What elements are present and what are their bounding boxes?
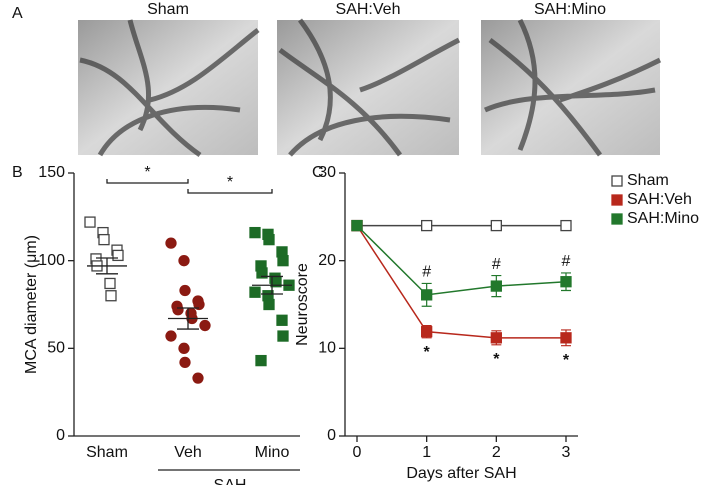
data-point bbox=[276, 314, 288, 326]
image-sah-mino bbox=[481, 18, 662, 157]
y-tick-label: 100 bbox=[38, 252, 65, 269]
sem-bar bbox=[177, 307, 199, 330]
legend-label: SAH:Mino bbox=[627, 210, 699, 227]
data-point bbox=[249, 286, 261, 298]
data-point bbox=[84, 216, 96, 228]
data-point bbox=[490, 332, 502, 344]
data-point bbox=[263, 298, 275, 311]
annotation: * bbox=[493, 351, 500, 368]
panel-label: A bbox=[12, 5, 23, 22]
data-point bbox=[421, 289, 433, 301]
data-point bbox=[256, 267, 268, 279]
data-point bbox=[179, 284, 191, 297]
series-line bbox=[356, 225, 566, 339]
data-point bbox=[192, 372, 204, 384]
legend-marker bbox=[611, 194, 623, 206]
significance-bracket bbox=[187, 189, 273, 194]
data-point bbox=[165, 237, 177, 249]
data-point bbox=[560, 276, 572, 288]
x-tick-label: Sham bbox=[86, 444, 128, 461]
sem-bar bbox=[96, 257, 118, 275]
series-line bbox=[356, 225, 567, 296]
y-tick-label: 150 bbox=[38, 164, 65, 181]
data-point bbox=[249, 226, 261, 239]
data-point bbox=[179, 356, 191, 369]
x-tick-label: 2 bbox=[492, 444, 501, 461]
data-point bbox=[112, 249, 124, 262]
data-point bbox=[199, 319, 211, 332]
annotation: * bbox=[424, 344, 431, 361]
image-caption: SAH:Mino bbox=[534, 1, 606, 18]
data-point bbox=[421, 326, 433, 338]
y-tick-label: 50 bbox=[47, 340, 65, 357]
panel-label: C bbox=[312, 164, 324, 181]
data-point bbox=[104, 277, 116, 290]
image-sham bbox=[78, 19, 260, 158]
x-tick-label: 3 bbox=[562, 444, 571, 461]
sem-bar bbox=[261, 275, 283, 295]
data-point bbox=[165, 330, 177, 342]
y-axis-label: Neuroscore bbox=[294, 263, 311, 346]
y-tick-label: 0 bbox=[327, 427, 336, 444]
data-point bbox=[490, 219, 502, 232]
panel-label: B bbox=[12, 164, 23, 181]
x-tick-label: Veh bbox=[174, 444, 202, 461]
data-point bbox=[277, 255, 289, 267]
data-point bbox=[263, 233, 275, 246]
image-caption: SAH:Veh bbox=[336, 1, 401, 18]
significance-star: * bbox=[144, 164, 150, 181]
image-sah-veh bbox=[277, 18, 461, 157]
legend-marker bbox=[611, 175, 623, 187]
data-point bbox=[277, 330, 289, 342]
data-point bbox=[98, 233, 110, 246]
significance-bracket bbox=[106, 179, 189, 184]
y-tick-label: 10 bbox=[318, 340, 336, 357]
legend-label: Sham bbox=[627, 172, 669, 189]
y-axis-label: MCA diameter (μm) bbox=[23, 235, 40, 374]
data-point bbox=[421, 219, 433, 232]
y-tick-label: 20 bbox=[318, 252, 336, 269]
annotation: # bbox=[562, 253, 571, 270]
data-point bbox=[255, 354, 267, 367]
x-tick-label: Mino bbox=[255, 444, 290, 461]
x-tick-label: 0 bbox=[353, 444, 362, 461]
group-label: SAH bbox=[214, 477, 247, 485]
legend-label: SAH:Veh bbox=[627, 191, 692, 208]
data-point bbox=[560, 219, 572, 232]
data-point bbox=[178, 342, 190, 354]
data-point bbox=[490, 280, 502, 292]
x-tick-label: 1 bbox=[422, 444, 431, 461]
y-tick-label: 30 bbox=[318, 164, 336, 181]
data-point bbox=[193, 298, 205, 311]
legend-marker bbox=[611, 213, 623, 225]
x-axis-label: Days after SAH bbox=[406, 465, 516, 482]
data-point bbox=[351, 219, 363, 232]
annotation: * bbox=[563, 352, 570, 369]
data-point bbox=[105, 290, 117, 302]
y-tick-label: 0 bbox=[56, 427, 65, 444]
annotation: # bbox=[422, 264, 431, 281]
data-point bbox=[560, 332, 572, 344]
significance-star: * bbox=[227, 174, 233, 191]
data-point bbox=[172, 304, 184, 316]
annotation: # bbox=[492, 256, 501, 273]
data-point bbox=[178, 255, 190, 267]
image-caption: Sham bbox=[147, 1, 189, 18]
